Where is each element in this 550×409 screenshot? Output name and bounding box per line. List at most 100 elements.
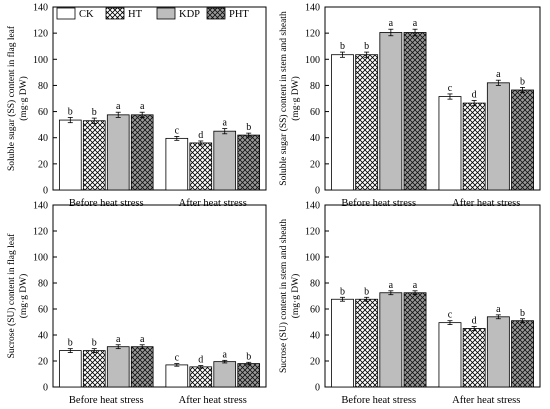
bar-kdp [486,316,510,388]
y-tick-label: 40 [310,331,320,342]
y-tick-label: 80 [310,81,320,92]
x-category-label: After heat stress [452,198,520,209]
significance-letter: a [223,349,228,360]
plot-frame [52,204,267,388]
y-tick-label: 60 [310,107,320,118]
bar-pht [130,114,154,191]
bar-ck [331,298,354,388]
x-category-label: Before heat stress [341,198,416,209]
y-tick-label: 20 [38,357,48,368]
significance-letter: d [472,89,477,100]
bar-pht [511,89,534,191]
y-tick-label: 80 [38,81,48,92]
significance-letter: d [198,355,203,366]
significance-letter: a [116,334,121,345]
significance-letter: b [246,122,251,133]
significance-letter: b [340,41,345,52]
legend-label-ht: HT [128,9,143,20]
y-tick-label: 60 [38,107,48,118]
legend-swatch-ht [105,7,125,20]
bar-ck [438,96,462,191]
y-tick-label: 40 [38,331,48,342]
bar-kdp [213,361,237,388]
y-tick-label: 100 [305,253,320,264]
legend-swatch-pht [206,7,226,20]
significance-letter: b [246,351,251,362]
bar-kdp [106,114,130,191]
bar-ht [189,366,213,388]
bar-pht [403,32,427,191]
legend-item-kdp: KDP [156,7,200,20]
significance-letter: b [68,106,73,117]
chart-panel-3: 0 20 40 60 80 100 120 140 Sucrose (SU) content i… [6,201,267,406]
significance-letter: a [496,304,501,315]
legend-label-kdp: KDP [179,9,200,20]
bar-ck [165,364,189,388]
significance-letter: c [448,310,453,321]
significance-letter: a [140,334,145,345]
y-tick-label: 120 [33,227,48,238]
plot-frame [324,6,541,191]
y-axis-label: Sucrose (SU) content in flag leaf [6,233,17,359]
y-axis-unit: (mg·g DW) [290,76,301,121]
y-tick-label: 140 [305,201,320,212]
y-axis-unit: (mg·g DW) [18,76,29,121]
y-axis-label: Sucrose (SU) content in stem and sheath [278,219,289,373]
legend-swatch-kdp [156,7,176,20]
significance-letter: a [223,118,228,129]
bar-ck [438,322,462,388]
significance-letter: b [364,41,369,52]
y-tick-label: 140 [33,3,48,14]
significance-letter: b [92,107,97,118]
y-tick-label: 40 [38,133,48,144]
bar-ck [58,119,82,191]
x-category-label: Before heat stress [69,395,144,406]
bar-kdp [486,82,510,191]
bar-ck [331,54,354,191]
y-axis-unit: (mg·g DW) [290,274,301,319]
bar-ck [165,137,189,191]
y-axis-label: Soluble sugar (SS) content in flag leaf [6,25,17,171]
y-tick-label: 0 [43,383,48,394]
bar-kdp [213,130,237,191]
legend: CK HT KDP PHT [56,7,249,20]
bar-ht [82,350,106,388]
y-tick-label: 0 [315,383,320,394]
significance-letter: c [175,125,180,136]
bar-ht [355,298,379,388]
significance-letter: a [140,101,145,112]
y-tick-label: 140 [33,201,48,212]
y-tick-label: 120 [305,227,320,238]
significance-letter: d [198,130,203,141]
significance-letter: b [520,308,525,319]
bar-kdp [379,32,403,191]
y-tick-label: 100 [33,253,48,264]
y-tick-label: 0 [315,186,320,197]
bar-ht [82,120,106,191]
y-axis-unit: (mg·g DW) [18,274,29,319]
chart-panel-4: 0 20 40 60 80 100 120 140 Sucrose (SU) content i… [278,201,541,406]
significance-letter: a [496,69,501,80]
significance-letter: c [448,83,453,94]
bar-ht [355,54,379,191]
x-category-label: Before heat stress [69,198,144,209]
bar-pht [511,320,534,388]
chart-panel-1: 0 20 40 60 80 100 120 140 Soluble sugar (SS) con… [6,3,267,209]
x-category-label: After heat stress [179,395,247,406]
bar-ck [58,350,82,388]
significance-letter: a [389,18,394,29]
significance-letter: d [472,316,477,327]
significance-letter: b [340,286,345,297]
chart-panel-2: 0 20 40 60 80 100 120 140 Soluble sugar (SS) con… [278,3,541,209]
legend-label-ck: CK [79,9,94,20]
y-axis-label: Soluble sugar (SS) content in stem and s… [278,11,289,186]
bar-ht [462,102,486,191]
bar-pht [237,363,261,388]
significance-letter: b [92,338,97,349]
y-tick-label: 100 [33,55,48,66]
significance-letter: a [413,18,418,29]
y-tick-label: 60 [38,305,48,316]
y-tick-label: 120 [33,29,48,40]
legend-label-pht: PHT [229,9,249,20]
